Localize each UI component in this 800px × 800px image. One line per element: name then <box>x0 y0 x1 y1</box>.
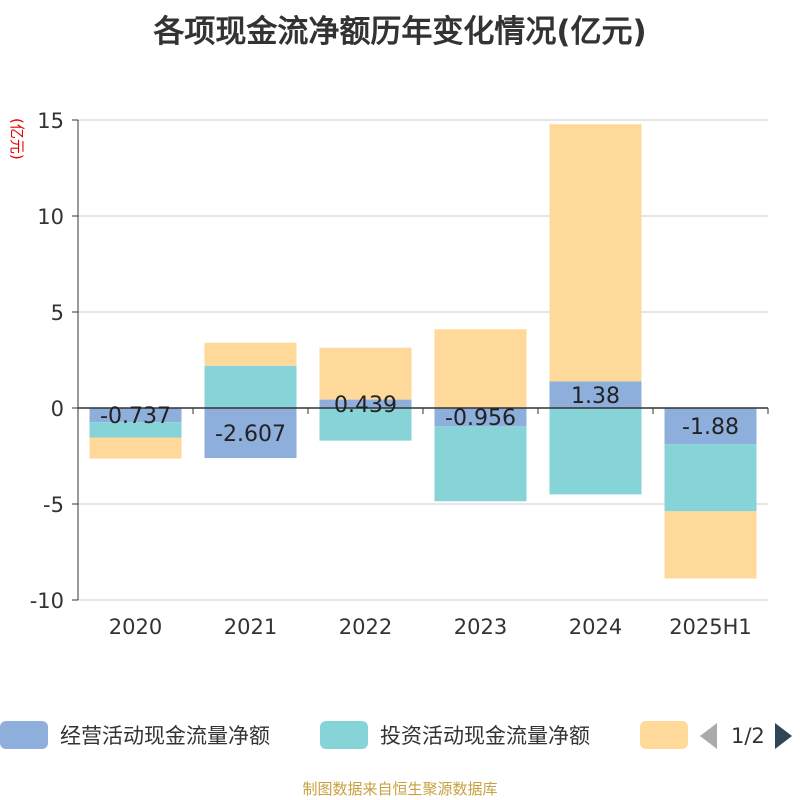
x-tick-label: 2023 <box>454 615 507 639</box>
legend-swatch-third-series <box>640 721 688 749</box>
y-tick-label: 10 <box>37 205 64 229</box>
y-tick-label: 5 <box>51 301 64 325</box>
data-source-note: 制图数据来自恒生聚源数据库 <box>302 780 498 798</box>
legend-label-operating: 经营活动现金流量净额 <box>60 724 270 748</box>
data-label: -0.956 <box>445 406 516 431</box>
bar-third-series <box>319 347 412 400</box>
data-label: -2.607 <box>215 422 286 447</box>
legend-pager: 1/2 <box>700 721 792 751</box>
y-tick-label: -5 <box>43 493 64 517</box>
x-tick-label: 2021 <box>224 615 277 639</box>
bar-operating <box>89 408 182 423</box>
legend-item-third-series[interactable] <box>640 719 688 751</box>
next-page-icon[interactable] <box>774 723 792 749</box>
x-tick-label: 2022 <box>339 615 392 639</box>
legend-swatch-operating <box>0 721 48 749</box>
x-tick-label: 2020 <box>109 615 162 639</box>
y-tick-label: 15 <box>37 109 64 133</box>
legend-page-indicator: 1/2 <box>731 724 765 748</box>
data-label: 1.38 <box>571 384 620 409</box>
bar-chart: -10 -5 0 5 10 15 -0.737 -2.607 0.439 -0.956 1.38 -1… <box>30 109 769 639</box>
bar-investing <box>319 408 412 441</box>
prev-page-icon[interactable] <box>700 723 717 749</box>
y-tick-label: -10 <box>30 589 64 613</box>
bar-investing <box>89 422 182 438</box>
bar-third-series <box>434 329 527 408</box>
bar-third-series <box>89 437 182 459</box>
legend-label-investing: 投资活动现金流量净额 <box>380 724 590 748</box>
bar-operating <box>319 399 412 408</box>
legend-swatch-investing <box>320 721 368 749</box>
bar-third-series <box>204 342 297 366</box>
legend-item-investing[interactable]: 投资活动现金流量净额 <box>320 719 590 751</box>
bar-operating <box>549 381 642 408</box>
bar-operating <box>204 408 297 459</box>
data-label: -1.88 <box>682 415 739 440</box>
chart-title: 各项现金流净额历年变化情况(亿元) <box>153 14 647 50</box>
bar-operating <box>664 408 757 445</box>
bar-investing <box>549 408 642 495</box>
bar-investing <box>204 365 297 408</box>
bar-third-series <box>549 124 642 382</box>
data-label: 0.439 <box>334 393 397 418</box>
bar-third-series <box>664 511 757 579</box>
x-tick-label: 2024 <box>569 615 622 639</box>
legend: 经营活动现金流量净额 投资活动现金流量净额 1/2 <box>0 715 800 755</box>
bar-operating <box>434 408 527 427</box>
y-tick-label: 0 <box>51 397 64 421</box>
y-axis-unit-label: (亿元) <box>8 118 26 160</box>
legend-item-operating[interactable]: 经营活动现金流量净额 <box>0 719 270 751</box>
data-label: -0.737 <box>100 404 171 429</box>
bar-investing <box>434 426 527 502</box>
bar-investing <box>664 444 757 512</box>
x-tick-label: 2025H1 <box>669 615 752 639</box>
